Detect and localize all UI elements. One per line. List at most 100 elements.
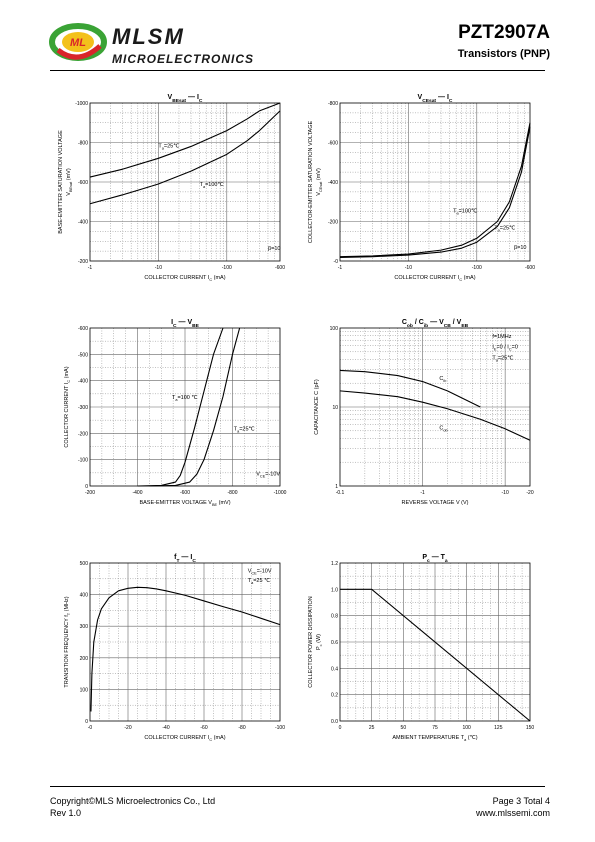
y-tick-label: -600	[78, 326, 88, 332]
chart-vcesat-ic: -1 -10 -100 -600 -0 -200 -400 -600 -800 VCEsat — …	[300, 85, 540, 290]
y-axis-label-symbol: Pc (W)	[316, 634, 323, 650]
y-tick-label: -200	[78, 259, 88, 265]
y-axis-label: CAPACITANCE C (pF)	[314, 379, 320, 435]
annotation: Ta=100℃	[200, 182, 225, 189]
header-divider	[50, 70, 545, 71]
brand-name: MLSM	[112, 24, 185, 49]
y-tick-label: 10	[332, 405, 338, 411]
x-axis-label: REVERSE VOLTAGE V (V)	[401, 500, 468, 506]
series-line-1	[339, 126, 531, 258]
y-tick-label: -800	[328, 101, 338, 107]
plot-frame	[89, 327, 281, 487]
chart-svg: -1 -10 -100 -600 -200 -400 -600 -800 -1000 VBEsat…	[58, 94, 285, 282]
x-axis-label: COLLECTOR CURRENT IC (mA)	[144, 735, 225, 742]
y-tick-label: 1.2	[331, 561, 338, 567]
y-tick-label: 200	[80, 656, 89, 662]
y-tick-label: 500	[80, 561, 89, 567]
chart-svg: -0.1 -1 -10 -20 1 10 100 Cob / Cib — VCB / VEB R…	[314, 319, 534, 506]
plot-frame	[89, 562, 281, 722]
x-tick-label: -1	[88, 265, 93, 271]
y-axis-label: COLLECTOR POWER DISSIPATION	[308, 596, 314, 687]
y-axis-label: COLLECTOR-EMITTER SATURATION VOLTAGE	[308, 121, 314, 244]
grid	[340, 328, 530, 486]
y-tick-label: 1.0	[331, 587, 338, 593]
company-logo: ML	[49, 23, 107, 61]
x-tick-label: -1	[420, 490, 425, 496]
series-line-0	[137, 327, 224, 487]
y-tick-label: 300	[80, 624, 89, 630]
series-line-0	[339, 122, 531, 258]
y-tick-label: 0	[85, 484, 88, 490]
series-line-0	[340, 588, 531, 722]
y-tick-label: -600	[78, 180, 88, 186]
y-axis-label-group: TRANSITION FREQUENCY fT (MHz)	[64, 596, 71, 687]
annotation: VCE=-10V	[256, 471, 280, 478]
x-tick-label: -80	[238, 725, 245, 731]
annotation: Ta=25℃	[234, 427, 256, 434]
y-axis-label-group: BASE-EMITTER SATURATION VOLTAGE VBEsat (m…	[58, 130, 73, 234]
x-tick-label: -10	[502, 490, 509, 496]
series-line-1	[149, 327, 241, 487]
y-axis-label-symbol: VCEsat (mV)	[316, 168, 323, 196]
plot-frame	[89, 102, 281, 262]
chart-vbesat-ic: -1 -10 -100 -600 -200 -400 -600 -800 -1000 VBEsat…	[50, 85, 290, 290]
y-tick-label: 0.6	[331, 640, 338, 646]
y-tick-label: 0.0	[331, 719, 338, 725]
series-line-0	[339, 369, 481, 408]
x-tick-label: 25	[369, 725, 375, 731]
series-line-1	[339, 390, 531, 441]
annotation: IE=0 / IC=0	[492, 345, 518, 352]
y-tick-label: -600	[328, 141, 338, 147]
plot-frame	[339, 562, 531, 722]
x-tick-label: -40	[162, 725, 169, 731]
revision: Rev 1.0	[50, 808, 82, 818]
chart-svg: -1 -10 -100 -600 -0 -200 -400 -600 -800 VCEsat — …	[308, 94, 535, 282]
y-tick-label: -1000	[75, 101, 88, 107]
page-number: Page 3 Total 4	[492, 796, 550, 806]
y-tick-label: -0	[334, 259, 339, 265]
y-tick-label: -200	[78, 431, 88, 437]
plot-frame	[339, 102, 531, 262]
y-axis-label-group: COLLECTOR-EMITTER SATURATION VOLTAGE VCEs…	[308, 121, 323, 244]
y-tick-label: -400	[78, 220, 88, 226]
annotation: f=1MHz	[492, 334, 511, 340]
y-tick-label: -800	[78, 141, 88, 147]
y-axis-label: TRANSITION FREQUENCY fT (MHz)	[64, 596, 71, 687]
y-tick-label: 0.4	[331, 666, 338, 672]
plot-frame	[339, 327, 531, 487]
x-tick-label: -100	[222, 265, 232, 271]
copyright: Copyright©MLS Microelectronics Co., Ltd	[50, 796, 216, 806]
y-tick-label: -200	[328, 220, 338, 226]
y-tick-label: -100	[78, 458, 88, 464]
chart-ft-ic: -0 -20 -40 -60 -80 -100 0 100 200 300 400 500 fT — I…	[50, 545, 290, 750]
series-line-1	[89, 110, 281, 205]
y-axis-label-group: COLLECTOR POWER DISSIPATION Pc (W)	[308, 596, 323, 687]
x-tick-label: -20	[124, 725, 131, 731]
annotation: Ta=100℃	[453, 209, 478, 216]
annotation: Ta=25 ℃	[248, 578, 271, 585]
website: www.mlssemi.com	[475, 808, 550, 818]
x-tick-label: -600	[275, 265, 285, 271]
chart-svg: 0 25 50 75 100 125 150 0.0 0.2 0.4 0.6 0.8 1.0 1.2 Pc …	[308, 554, 534, 742]
annotation: β=10	[514, 245, 527, 251]
y-tick-label: 0.8	[331, 614, 338, 620]
annotation: Ta=100 ℃	[172, 395, 198, 402]
chart-title: fT — IC	[174, 554, 196, 564]
chart-svg: -200 -400 -600 -800 -1000 0 -100 -200 -300 -400 -5…	[64, 319, 287, 507]
x-tick-label: -100	[472, 265, 482, 271]
x-axis-label: COLLECTOR CURRENT IC (mA)	[394, 275, 475, 282]
y-tick-label: -400	[328, 180, 338, 186]
annotation: VCE=-10V	[248, 568, 272, 575]
annotation: Ta=25℃	[492, 355, 514, 362]
y-tick-label: 400	[80, 593, 89, 599]
annotation: Cib	[439, 376, 446, 383]
y-axis-label-group: CAPACITANCE C (pF)	[314, 379, 320, 435]
x-tick-label: -1	[338, 265, 343, 271]
logo-swoosh-red	[56, 44, 102, 60]
chart-title: VCEsat — IC	[418, 94, 453, 104]
annotation: Ta=25℃	[158, 143, 180, 150]
part-number: PZT2907A	[458, 22, 550, 43]
x-tick-label: 0	[339, 725, 342, 731]
y-tick-label: 0.2	[331, 693, 338, 699]
y-tick-label: -300	[78, 405, 88, 411]
